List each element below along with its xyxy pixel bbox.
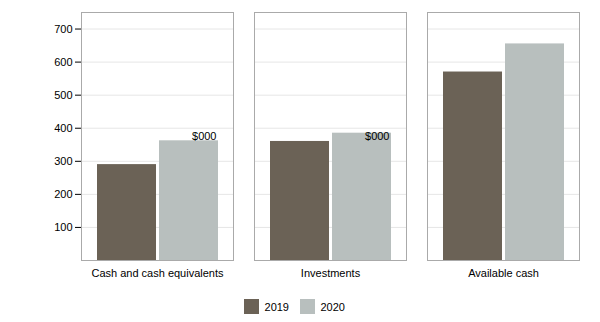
svg-text:700: 700 (54, 23, 72, 35)
svg-text:400: 400 (54, 122, 72, 134)
svg-text:$000: $000 (192, 130, 216, 142)
svg-text:Investments: Investments (301, 267, 361, 279)
svg-text:$000: $000 (365, 130, 389, 142)
svg-text:300: 300 (54, 155, 72, 167)
svg-text:500: 500 (54, 89, 72, 101)
svg-text:200: 200 (54, 188, 72, 200)
svg-text:Cash and cash equivalents: Cash and cash equivalents (91, 267, 224, 279)
html-text:2020: 2020 (320, 300, 345, 313)
svg-text:Available cash: Available cash (468, 267, 539, 279)
svg-text:100: 100 (54, 221, 72, 233)
html-text:2019: 2019 (264, 300, 289, 313)
svg-text:600: 600 (54, 56, 72, 68)
